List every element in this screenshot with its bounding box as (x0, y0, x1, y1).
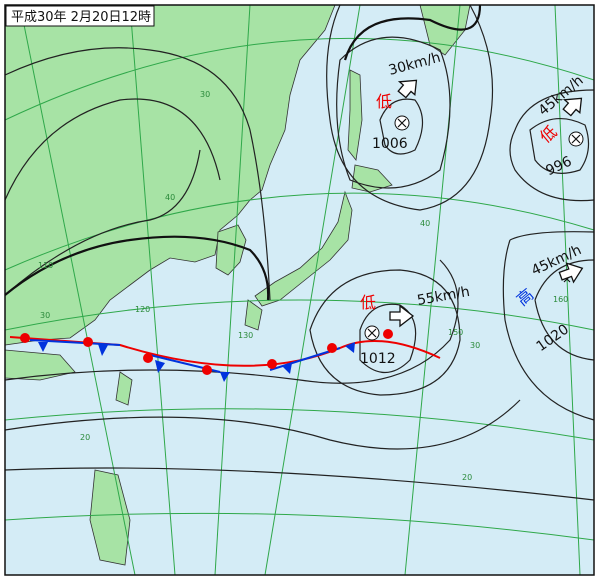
grid-label: 20 (462, 473, 472, 482)
isobar-thick (4, 235, 270, 301)
system-kind: 低 (360, 293, 376, 312)
grid-label: 160 (553, 295, 568, 304)
grid-label: 30 (200, 90, 210, 99)
grid-label: 40 (420, 219, 430, 228)
system-pressure: 1006 (372, 136, 408, 152)
grid-label: 110 (38, 261, 53, 270)
system-pressure: 1012 (360, 351, 396, 367)
isobar-thick (343, 4, 482, 61)
front (9, 329, 441, 382)
title: 平成30年 2月20日12時 (11, 10, 151, 25)
grid-label: 30 (40, 311, 50, 320)
system-kind: 低 (376, 92, 392, 111)
grid-label: 40 (165, 193, 175, 202)
land (4, 4, 471, 566)
grid-label: 130 (238, 331, 253, 340)
isobars (4, 4, 595, 501)
frame (4, 4, 595, 576)
grid-label: 30 (470, 341, 480, 350)
graticule (4, 4, 595, 576)
grid-label: 150 (448, 328, 463, 337)
grid-label: 20 (80, 433, 90, 442)
arrows (389, 79, 584, 328)
grid-label: 120 (135, 305, 150, 314)
title-box (5, 5, 155, 27)
center-marks (367, 118, 581, 338)
